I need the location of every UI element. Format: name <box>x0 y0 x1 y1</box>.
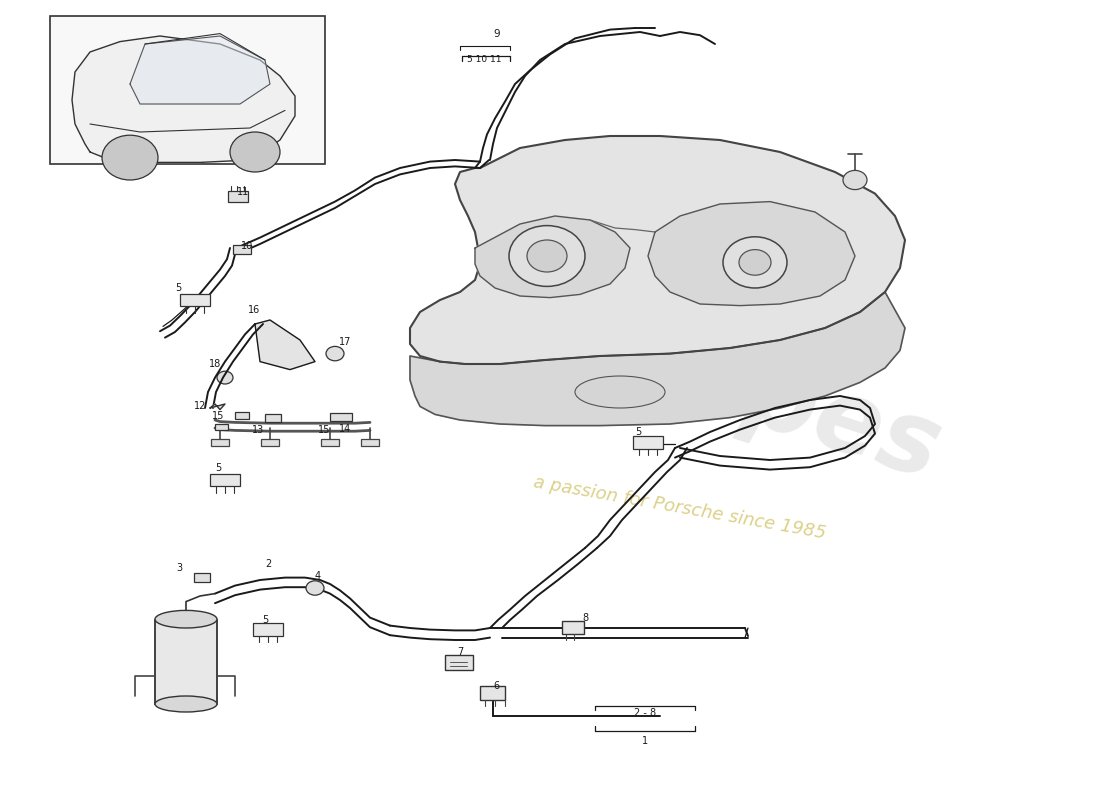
Circle shape <box>230 132 280 172</box>
Polygon shape <box>475 216 630 298</box>
Bar <box>180 294 210 306</box>
Polygon shape <box>410 136 905 364</box>
Text: 10: 10 <box>241 242 253 251</box>
Polygon shape <box>410 292 905 426</box>
Bar <box>214 424 228 430</box>
Bar <box>50 16 324 164</box>
Circle shape <box>509 226 585 286</box>
Text: 5: 5 <box>262 615 268 625</box>
Bar <box>233 245 251 254</box>
Text: 8: 8 <box>582 613 588 622</box>
Text: 5: 5 <box>175 283 182 293</box>
Polygon shape <box>72 36 295 162</box>
Polygon shape <box>210 404 225 410</box>
Text: 11: 11 <box>236 187 249 197</box>
Bar <box>235 412 249 419</box>
Bar <box>321 439 339 446</box>
Text: a passion for Porsche since 1985: a passion for Porsche since 1985 <box>532 474 827 542</box>
Circle shape <box>723 237 786 288</box>
Bar <box>211 439 229 446</box>
Text: 4: 4 <box>315 571 321 581</box>
Text: 12: 12 <box>194 402 206 411</box>
Text: 2: 2 <box>265 559 271 569</box>
Text: 3: 3 <box>176 563 183 573</box>
Bar <box>446 655 473 670</box>
Bar <box>330 413 352 421</box>
Text: 15: 15 <box>318 426 330 435</box>
Text: 18: 18 <box>209 359 221 369</box>
Bar <box>265 414 280 422</box>
Bar <box>253 623 283 636</box>
Bar <box>210 474 240 486</box>
Text: 5: 5 <box>635 427 641 437</box>
Bar <box>480 686 505 700</box>
Circle shape <box>306 581 324 595</box>
Circle shape <box>326 346 344 361</box>
Text: 5: 5 <box>214 463 221 473</box>
Circle shape <box>217 371 233 384</box>
Text: 5 10 11: 5 10 11 <box>466 54 502 64</box>
Circle shape <box>739 250 771 275</box>
Bar <box>194 573 210 582</box>
Ellipse shape <box>155 610 217 628</box>
Text: 17: 17 <box>339 337 351 346</box>
Polygon shape <box>648 202 855 306</box>
Text: 16: 16 <box>248 306 260 315</box>
Bar <box>361 439 379 446</box>
Text: 15: 15 <box>212 411 224 421</box>
Text: 7: 7 <box>456 647 463 657</box>
Text: europes: europes <box>488 267 952 501</box>
Bar <box>562 621 584 634</box>
Circle shape <box>102 135 158 180</box>
Ellipse shape <box>575 376 666 408</box>
Ellipse shape <box>155 696 217 712</box>
Text: 6: 6 <box>493 682 499 691</box>
Text: 14: 14 <box>339 424 351 434</box>
Text: 9: 9 <box>494 29 501 38</box>
Bar <box>261 439 279 446</box>
Text: 2 - 8: 2 - 8 <box>634 708 656 718</box>
Text: 1: 1 <box>642 736 648 746</box>
Text: 13: 13 <box>252 425 264 434</box>
Polygon shape <box>130 36 270 104</box>
Bar <box>155 620 217 704</box>
Bar <box>228 191 248 202</box>
Bar <box>632 436 663 449</box>
Circle shape <box>843 170 867 190</box>
Polygon shape <box>255 320 315 370</box>
Circle shape <box>527 240 566 272</box>
